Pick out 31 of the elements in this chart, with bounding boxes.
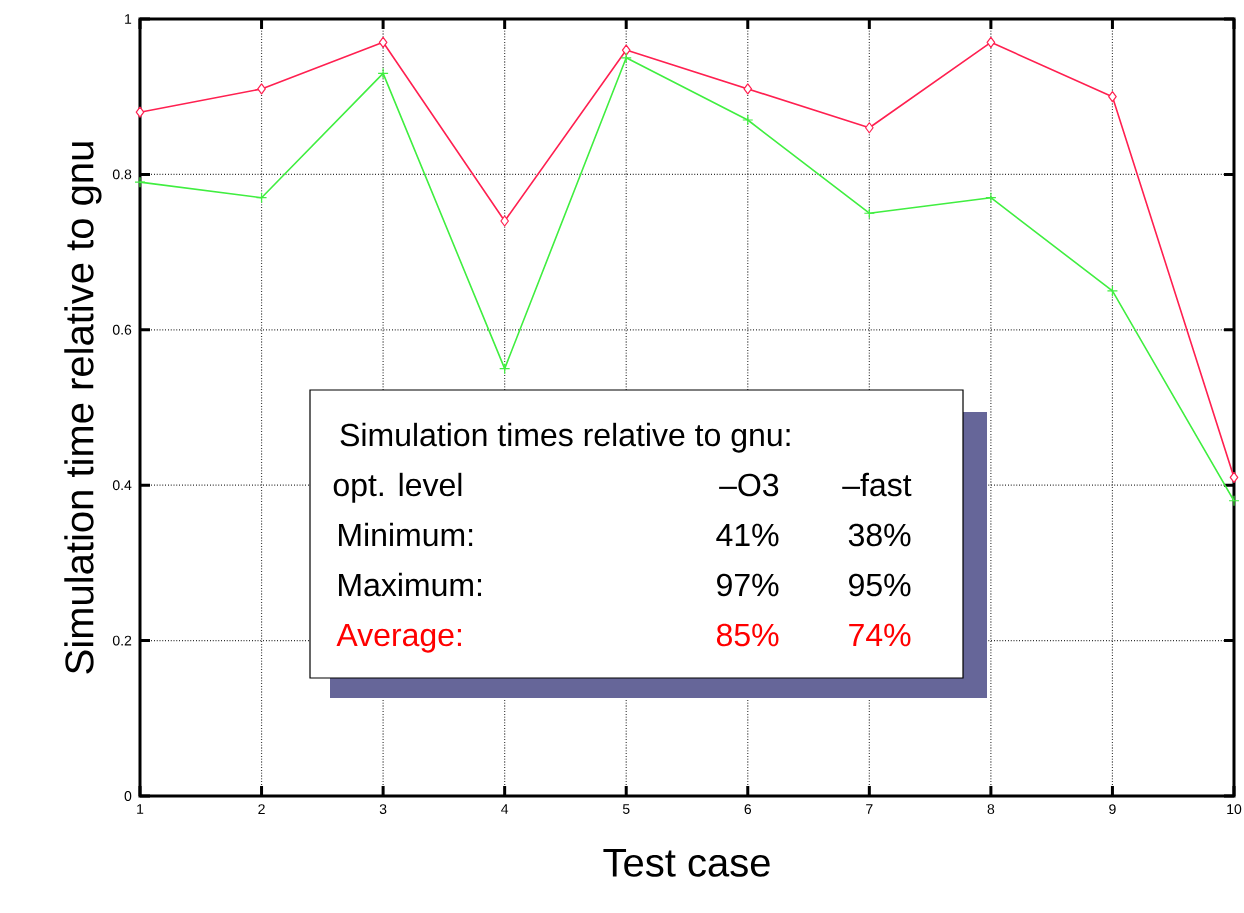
x-tick-label: 1 — [137, 804, 144, 814]
x-tick-label: 8 — [987, 804, 995, 815]
x-tick-label: 6 — [744, 804, 752, 815]
annotation: opt. level — [333, 472, 462, 503]
x-tick-label: 7 — [866, 804, 873, 814]
y-tick-label: 1 — [125, 14, 132, 24]
annotation: –fast — [842, 472, 912, 497]
annotation: Simulation times relative to gnu: — [340, 422, 790, 453]
x-tick-label: 3 — [379, 804, 387, 815]
annotation: Minimum: — [339, 522, 473, 547]
annotation: 95% — [849, 573, 911, 597]
x-tick-label: 10 — [1227, 804, 1242, 815]
y-tick-label: 0.2 — [112, 635, 132, 646]
annotation: Average: — [336, 623, 461, 653]
x-tick-label: 5 — [622, 804, 630, 814]
y-tick-label: 0 — [124, 791, 132, 801]
y-tick-label: 0.6 — [112, 324, 132, 335]
annotation: Maximum: — [339, 572, 482, 597]
x-tick-label: 4 — [501, 804, 509, 814]
x-axis-title: Test case — [603, 848, 770, 877]
y-tick-label: 0.4 — [112, 480, 132, 491]
x-tick-label: 2 — [258, 804, 265, 814]
annotation: 85% — [716, 623, 779, 647]
x-tick-label: 9 — [1109, 804, 1116, 815]
annotation: –O3 — [719, 473, 779, 497]
annotation: 38% — [848, 523, 911, 547]
annotation: 97% — [717, 573, 779, 597]
annotation: 74% — [849, 623, 911, 647]
y-tick-label: 0.8 — [112, 169, 132, 180]
annotation: 41% — [716, 523, 779, 547]
y-axis-title: Simulation time relative to gnu — [64, 142, 102, 674]
